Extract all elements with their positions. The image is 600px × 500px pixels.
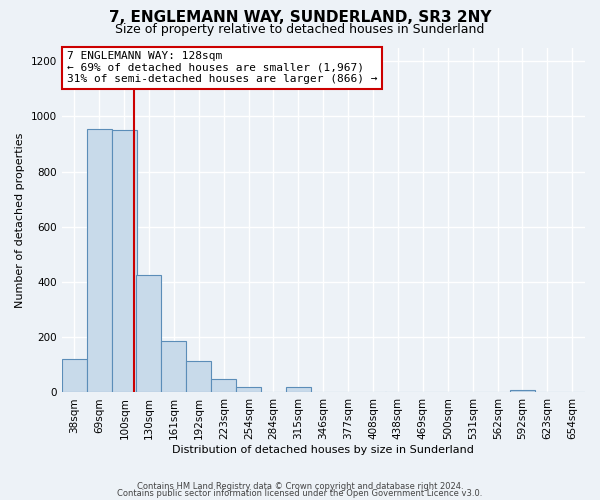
Text: Size of property relative to detached houses in Sunderland: Size of property relative to detached ho… bbox=[115, 22, 485, 36]
Bar bbox=[112, 130, 137, 392]
Bar bbox=[186, 360, 211, 392]
Text: 7, ENGLEMANN WAY, SUNDERLAND, SR3 2NY: 7, ENGLEMANN WAY, SUNDERLAND, SR3 2NY bbox=[109, 10, 491, 25]
Bar bbox=[286, 388, 311, 392]
Bar bbox=[211, 379, 236, 392]
Bar bbox=[236, 387, 262, 392]
Text: 7 ENGLEMANN WAY: 128sqm
← 69% of detached houses are smaller (1,967)
31% of semi: 7 ENGLEMANN WAY: 128sqm ← 69% of detache… bbox=[67, 51, 377, 84]
X-axis label: Distribution of detached houses by size in Sunderland: Distribution of detached houses by size … bbox=[172, 445, 474, 455]
Bar bbox=[62, 360, 87, 392]
Text: Contains public sector information licensed under the Open Government Licence v3: Contains public sector information licen… bbox=[118, 488, 482, 498]
Bar bbox=[161, 342, 186, 392]
Bar bbox=[510, 390, 535, 392]
Bar bbox=[136, 275, 161, 392]
Text: Contains HM Land Registry data © Crown copyright and database right 2024.: Contains HM Land Registry data © Crown c… bbox=[137, 482, 463, 491]
Bar bbox=[87, 129, 112, 392]
Y-axis label: Number of detached properties: Number of detached properties bbox=[15, 132, 25, 308]
